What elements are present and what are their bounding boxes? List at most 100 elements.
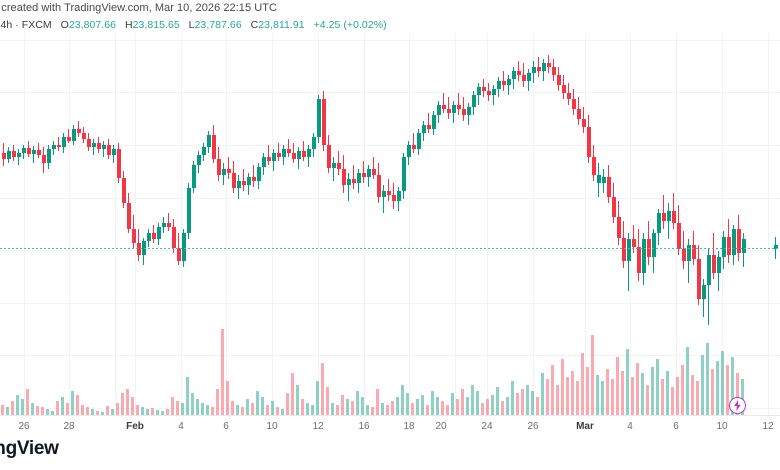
chart-legend: · 4h · FXCM O23,807.66 H23,815.65 L23,78… (0, 19, 387, 31)
candle-body (686, 245, 691, 261)
candle-body (266, 157, 271, 161)
volume-bar (401, 385, 404, 415)
volume-bar (546, 379, 549, 415)
volume-bar (81, 405, 84, 415)
candle-body (331, 163, 336, 168)
volume-bar (416, 399, 419, 415)
volume-bar (246, 399, 249, 415)
candle-wick (253, 165, 254, 187)
volume-bar (346, 399, 349, 415)
candle-wick (708, 249, 709, 325)
candle-wick (268, 145, 269, 165)
legend-high-value: 23,815.65 (132, 19, 180, 31)
lightning-bolt-icon[interactable] (729, 397, 746, 414)
volume-bar (586, 367, 589, 415)
candle-body (251, 177, 256, 181)
x-axis-tick-6: 12 (312, 421, 324, 432)
x-axis-tick-11: 26 (527, 421, 539, 432)
volume-bar (601, 381, 604, 415)
candle-body (631, 239, 636, 247)
candle-body (306, 149, 311, 157)
candle-body (546, 63, 551, 67)
volume-bar (151, 408, 154, 415)
volume-bar (221, 329, 224, 415)
volume-bar (701, 355, 704, 415)
candle-body (576, 109, 581, 119)
candle-body (581, 119, 586, 127)
candle-body (21, 148, 26, 153)
tradingview-logo: dingView (0, 438, 59, 459)
candle-wick (33, 146, 34, 163)
x-axis[interactable]: 26 28 Feb 4 6 10 12 16 18 20 24 26 Mar 4 6 10 12 (0, 415, 780, 440)
candle-body (386, 191, 391, 195)
candle-wick (493, 85, 494, 105)
volume-bar (46, 409, 49, 415)
candle-body (481, 87, 486, 91)
x-axis-tick-1: 28 (63, 421, 75, 432)
volume-bar (521, 389, 524, 415)
chart-plot-area[interactable] (0, 33, 780, 415)
gridline-horizontal (0, 198, 780, 199)
volume-bar (666, 371, 669, 415)
gridline-vertical (533, 33, 534, 415)
gridline-vertical (226, 33, 227, 415)
candle-body (421, 125, 426, 133)
candle-body (396, 191, 401, 201)
volume-bar (376, 389, 379, 415)
candle-body (721, 237, 726, 257)
gridline-vertical (115, 33, 116, 415)
volume-bar (476, 391, 479, 415)
candle-body (441, 105, 446, 109)
candle-body (651, 233, 656, 257)
gridline-vertical (722, 33, 723, 415)
volume-bar (351, 401, 354, 415)
volume-bar (496, 387, 499, 415)
gridline-vertical (585, 33, 586, 415)
candle-body (46, 149, 51, 163)
candle-body (101, 145, 106, 149)
candle-body (291, 153, 296, 159)
volume-bar (196, 399, 199, 415)
volume-bar (21, 399, 24, 415)
volume-bar (266, 405, 269, 415)
volume-bar (716, 361, 719, 415)
volume-bar (311, 405, 314, 415)
x-axis-tick-7: 16 (358, 421, 370, 432)
gridline-vertical (409, 33, 410, 415)
candle-body (641, 239, 646, 273)
volume-bar (236, 405, 239, 415)
candle-body (731, 229, 736, 255)
candle-wick (103, 141, 104, 157)
volume-bar (341, 395, 344, 415)
candle-body (61, 137, 66, 147)
legend-open-label: O (60, 19, 69, 31)
gridline-horizontal (0, 355, 780, 356)
candle-body (336, 163, 341, 169)
candle-body (236, 181, 241, 188)
legend-close-label: C (250, 19, 259, 31)
volume-bar (421, 395, 424, 415)
candle-body (536, 67, 541, 71)
candle-body (76, 129, 81, 133)
volume-bar (436, 397, 439, 415)
candle-body (166, 223, 171, 227)
chart-attribution-text: n created with TradingView.com, Mar 10, … (0, 2, 277, 14)
candle-body (361, 173, 366, 177)
volume-bar (326, 387, 329, 415)
candle-body (296, 151, 301, 159)
volume-bar (411, 403, 414, 415)
candle-body (56, 145, 61, 147)
candle-body (446, 109, 451, 113)
volume-bar (191, 393, 194, 415)
volume-bar (706, 343, 709, 415)
volume-bar (16, 395, 19, 415)
candle-body (691, 245, 696, 259)
x-axis-tick-3: 4 (178, 421, 184, 432)
candle-body (391, 195, 396, 201)
candle-body (96, 143, 101, 149)
volume-bar (56, 401, 59, 415)
volume-bar (156, 410, 159, 415)
volume-bar (66, 403, 69, 415)
volume-bar (566, 377, 569, 415)
current-price-line (0, 248, 780, 249)
